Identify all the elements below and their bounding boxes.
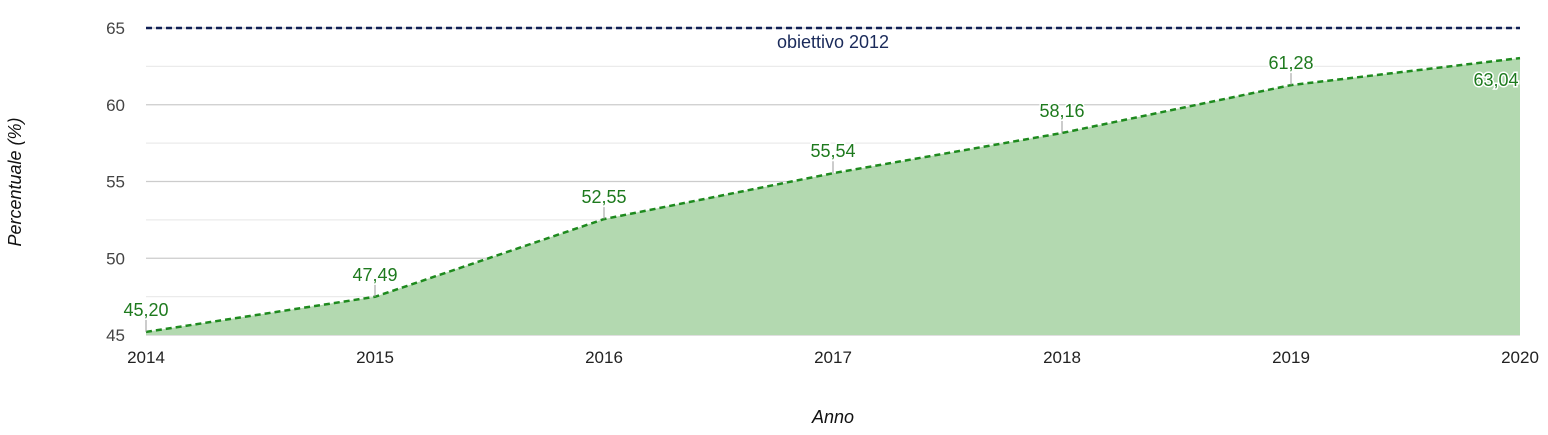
goal-label: obiettivo 2012	[777, 32, 889, 52]
x-axis-ticks: 2014 2015 2016 2017 2018 2019 2020	[127, 348, 1539, 367]
data-label: 55,54	[810, 141, 855, 161]
data-label: 58,16	[1039, 101, 1084, 121]
x-tick-label: 2018	[1043, 348, 1081, 367]
data-area	[146, 58, 1520, 335]
y-axis-ticks: 45 50 55 60 65	[106, 19, 125, 345]
y-tick-label: 65	[106, 19, 125, 38]
data-label: 45,20	[123, 300, 168, 320]
x-tick-label: 2016	[585, 348, 623, 367]
data-labels: 45,20 47,49 52,55 55,54 58,16 61,28 63,04	[122, 52, 1520, 332]
y-tick-label: 45	[106, 326, 125, 345]
data-label: 61,28	[1268, 53, 1313, 73]
x-axis-title: Anno	[811, 407, 854, 427]
x-tick-label: 2014	[127, 348, 165, 367]
x-tick-label: 2015	[356, 348, 394, 367]
data-label: 47,49	[352, 265, 397, 285]
data-label: 63,04	[1473, 70, 1518, 90]
x-tick-label: 2020	[1501, 348, 1539, 367]
data-label: 52,55	[581, 187, 626, 207]
y-tick-label: 60	[106, 96, 125, 115]
y-tick-label: 50	[106, 249, 125, 268]
y-tick-label: 55	[106, 173, 125, 192]
x-tick-label: 2017	[814, 348, 852, 367]
y-axis-title: Percentuale (%)	[5, 117, 25, 246]
x-tick-label: 2019	[1272, 348, 1310, 367]
